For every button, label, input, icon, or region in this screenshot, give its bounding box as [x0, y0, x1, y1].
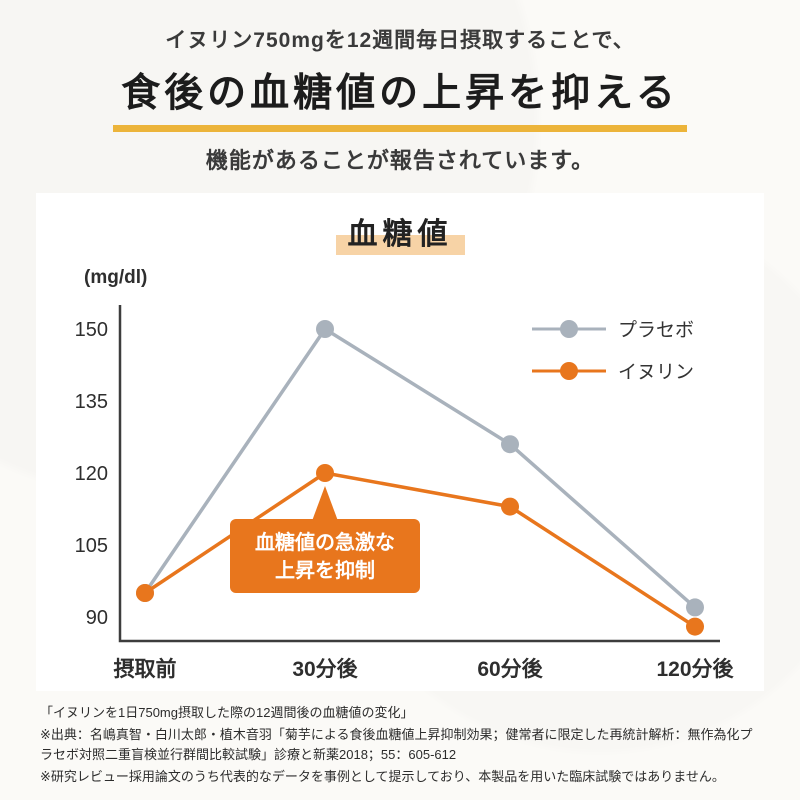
legend-marker — [560, 320, 578, 338]
header-subtext: 機能があることが報告されています。 — [205, 148, 595, 173]
legend-label: イヌリン — [618, 362, 694, 383]
data-point — [316, 320, 334, 338]
legend-item-イヌリン: イヌリン — [532, 362, 694, 383]
x-tick-label: 摂取前 — [114, 657, 177, 681]
data-point — [316, 464, 334, 482]
y-tick-label: 135 — [75, 391, 108, 413]
legend-marker — [560, 362, 578, 380]
y-tick-label: 90 — [86, 607, 108, 629]
blood-glucose-line-chart: 150 135 120 105 90 摂取前 30分後 60分後 120分後 血糖値の急激な上昇を… — [75, 305, 735, 681]
callout-pointer — [312, 486, 338, 521]
x-tick-label: 60分後 — [477, 657, 543, 681]
data-point — [501, 497, 519, 516]
chart-axes — [118, 305, 720, 643]
legend-item-プラセボ: プラセボ — [532, 319, 694, 341]
x-tick-label: 120分後 — [656, 657, 734, 681]
chart-title-row: 血糖値 — [36, 209, 764, 255]
footnotes: 「イヌリンを1日750mg摂取した際の12週間後の血糖値の変化」 ※出典：名嶋真… — [40, 703, 760, 788]
y-tick-label: 105 — [75, 535, 108, 557]
footnote-source: ※出典：名嶋真智・白川太郎・植木音羽「菊芋による食後血糖値上昇抑制効果；健常者に… — [40, 727, 753, 763]
chart-title: 血糖値 — [335, 209, 465, 255]
callout-box — [230, 519, 420, 593]
header-intro-text: イヌリン750mgを12週間毎日摂取することで、 — [165, 29, 635, 52]
footnote-disclaimer: ※研究レビュー採用論文のうち代表的なデータを事例として提示しており、本製品を用い… — [40, 769, 725, 785]
data-point — [136, 584, 154, 602]
data-point — [501, 435, 519, 454]
x-tick-label: 30分後 — [292, 657, 358, 681]
chart-panel: 血糖値 (mg/dl) 150 135 120 105 90 摂取前 30分後 60分後 120… — [36, 193, 764, 691]
main-title-row: 食後の血糖値の上昇を抑える — [0, 62, 800, 132]
header: イヌリン750mgを12週間毎日摂取することで、 食後の血糖値の上昇を抑える 機… — [0, 24, 800, 175]
data-point — [686, 598, 704, 617]
y-tick-label: 120 — [75, 463, 108, 485]
series-line — [143, 326, 697, 609]
legend-label: プラセボ — [618, 319, 694, 341]
callout-text: 血糖値の急激な — [255, 530, 395, 554]
y-axis-unit-label: (mg/dl) — [84, 267, 148, 288]
callout-text: 上昇を抑制 — [275, 558, 375, 582]
main-title: 食後の血糖値の上昇を抑える — [113, 62, 687, 132]
y-tick-label: 150 — [75, 319, 108, 341]
data-point — [686, 617, 704, 636]
footnote-caption: 「イヌリンを1日750mg摂取した際の12週間後の血糖値の変化」 — [40, 705, 414, 720]
